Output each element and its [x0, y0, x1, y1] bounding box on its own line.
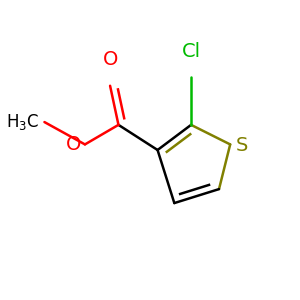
Text: H$_3$C: H$_3$C	[6, 112, 39, 132]
Text: S: S	[236, 136, 248, 155]
Text: Cl: Cl	[182, 42, 201, 61]
Text: O: O	[102, 50, 118, 69]
Text: O: O	[65, 135, 81, 154]
